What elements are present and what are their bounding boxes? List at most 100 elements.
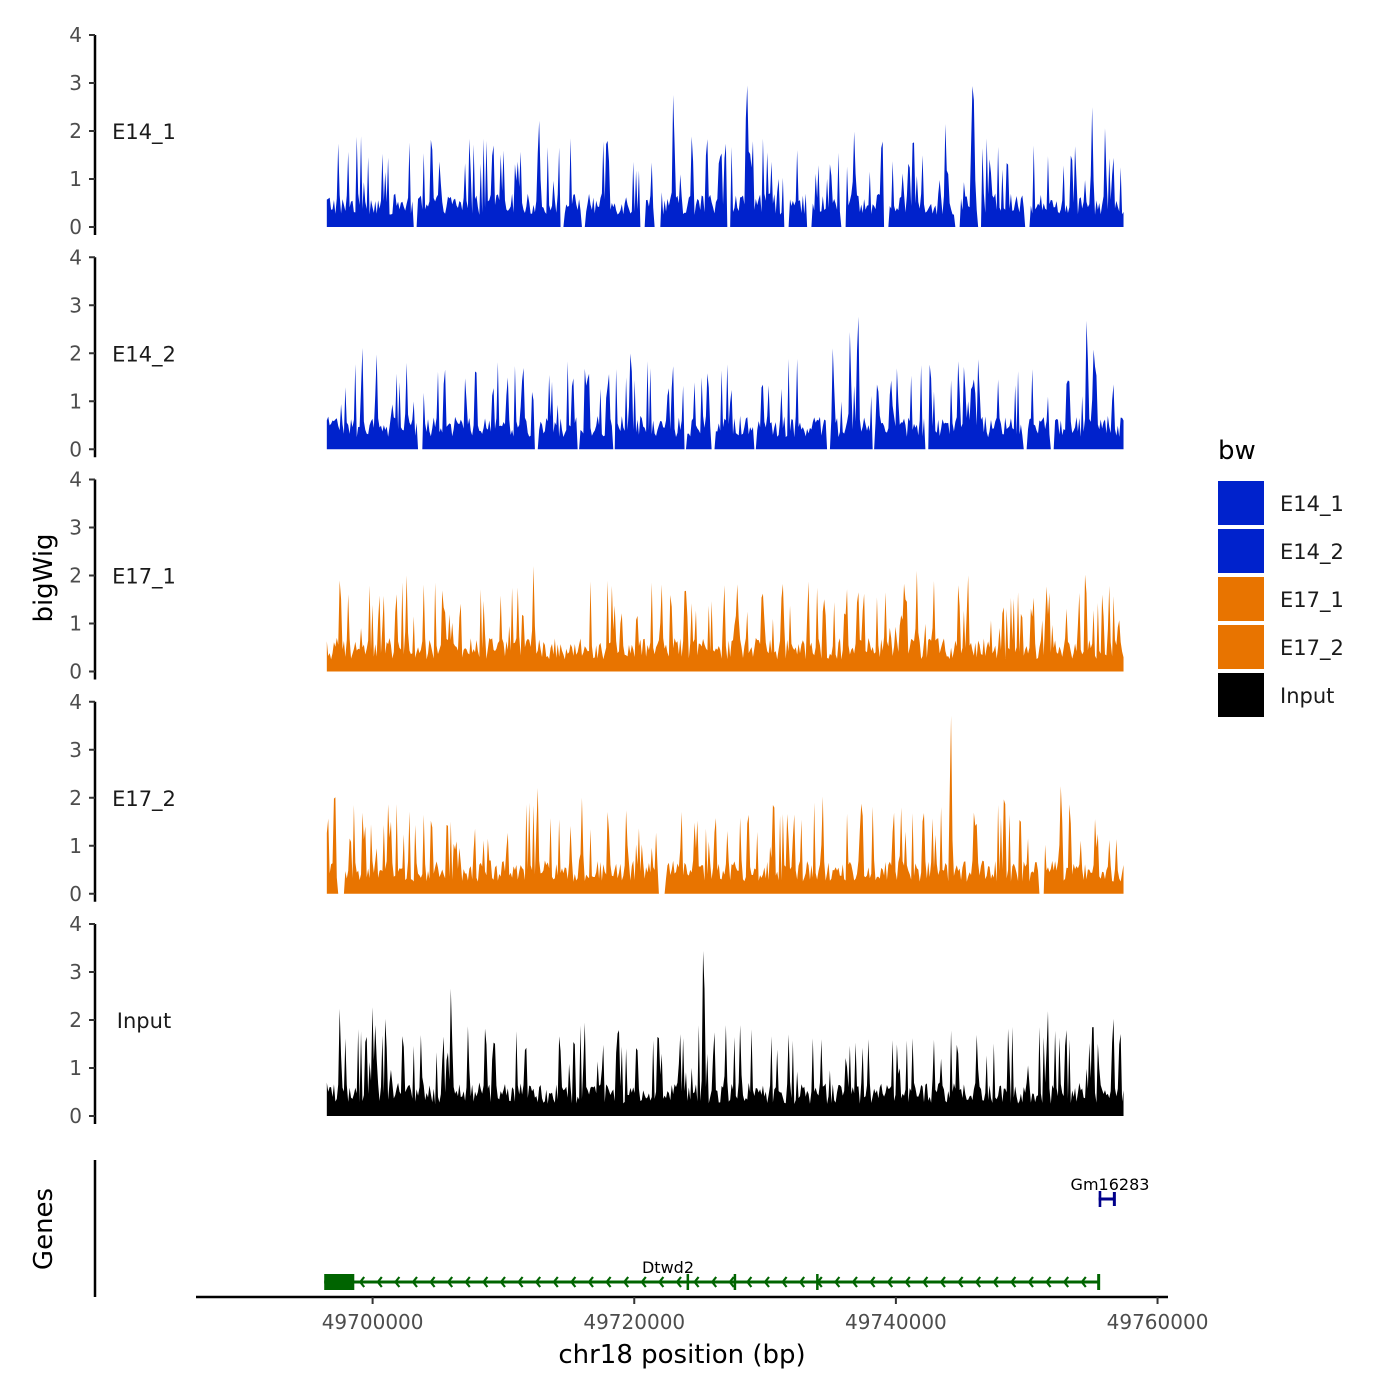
strand-arrow [851,1276,858,1288]
strand-arrow [869,1276,876,1288]
strand-arrow [798,1276,806,1288]
strand-arrow [429,1276,436,1288]
track-label: E14_2 [112,342,176,367]
y-axis-title: bigWig [29,533,59,622]
strand-arrow [499,1276,506,1288]
strand-arrow [833,1276,841,1288]
gene-label: Dtwd2 [642,1258,694,1277]
strand-arrow [657,1276,665,1288]
strand-arrow [939,1276,946,1288]
strand-arrow [921,1276,929,1288]
legend-swatch-e17-1 [1218,577,1264,621]
coverage-area-input [326,950,1124,1116]
y-tick-label: 1 [69,834,82,858]
strand-arrow [904,1276,911,1288]
y-tick-label: 2 [69,119,82,143]
strand-arrow [974,1276,982,1288]
gene-dtwd2: Dtwd2 [324,1258,1101,1290]
gene-exon [324,1274,355,1290]
track-label: Input [117,1009,171,1033]
track-label: E17_2 [112,787,176,812]
legend-label-input: Input [1280,684,1334,708]
strand-arrow [358,1276,366,1288]
x-tick-label: 49720000 [583,1310,685,1334]
strand-arrow [745,1276,753,1288]
legend-label-e14-2: E14_2 [1280,540,1344,565]
strand-arrow [1027,1276,1034,1288]
track-e14-2: 0 1 2 3 4 E14_2 [69,245,1124,461]
y-tick-label: 3 [69,738,82,762]
y-tick-label: 2 [69,1008,82,1032]
legend-swatch-e17-2 [1218,625,1264,669]
track-e14-1: 0 1 2 3 4 E14_1 [69,23,1124,239]
strand-arrow [605,1276,612,1288]
legend-swatch-input [1218,673,1264,717]
strand-arrow [992,1276,999,1288]
axes: 49700000 49720000 49740000 49760000 [93,1160,1209,1334]
gene-exon [733,1274,737,1290]
y-tick-label: 4 [69,245,82,269]
strand-arrow [675,1276,682,1288]
y-tick-label: 1 [69,1056,82,1080]
y-tick-label: 1 [69,389,82,413]
x-axis-title: chr18 position (bp) [558,1340,805,1370]
strand-arrow [816,1276,823,1288]
y-tick-label: 1 [69,612,82,636]
track-input: 0 1 2 3 4 Input [69,912,1124,1128]
strand-arrow [393,1276,401,1288]
strand-arrow [376,1276,383,1288]
track-e17-1: 0 1 2 3 4 E17_1 [69,468,1124,684]
legend-label-e17-1: E17_1 [1280,588,1344,613]
coverage-tracks: 0 1 2 3 4 E14_1 0 1 2 3 4 E14_2 0 1 2 3 4 E17_1 0 1 2 3 4 E17_2… [69,23,1124,1128]
y-tick-label: 2 [69,786,82,810]
genes-axis-title: Genes [29,1188,59,1270]
coverage-area-e17-1 [326,565,1124,672]
track-e17-2: 0 1 2 3 4 E17_2 [69,690,1124,906]
strand-arrow [886,1276,894,1288]
strand-arrow [957,1276,964,1288]
track-label: E14_1 [112,120,176,145]
y-tick-label: 3 [69,71,82,95]
y-tick-label: 0 [69,1104,82,1128]
gene-annotation-track: Dtwd2 Gm16283 [324,1175,1149,1290]
track-label: E17_1 [112,565,176,590]
legend-swatch-e14-1 [1218,481,1264,525]
gene-exon [1098,1191,1102,1207]
coverage-area-e14-1 [326,85,1124,227]
strand-arrow [763,1276,770,1288]
x-tick-label: 49700000 [322,1310,424,1334]
y-tick-label: 2 [69,341,82,365]
y-tick-label: 4 [69,468,82,492]
strand-arrow [569,1276,577,1288]
strand-arrow [781,1276,788,1288]
y-tick-label: 0 [69,215,82,239]
legend: bw E14_1 E14_2 E17_1 E17_2 Input [1218,436,1344,717]
gene-label: Gm16283 [1071,1175,1150,1194]
strand-arrow [640,1276,647,1288]
coverage-area-e14-2 [326,316,1124,450]
strand-arrow [446,1276,454,1288]
strand-arrow [1080,1276,1087,1288]
strand-arrow [1045,1276,1052,1288]
y-tick-label: 0 [69,882,82,906]
coverage-area-e17-2 [326,715,1124,894]
strand-arrow [534,1276,542,1288]
x-tick-label: 49740000 [845,1310,947,1334]
strand-arrow [728,1276,735,1288]
strand-arrow [552,1276,559,1288]
strand-arrow [1009,1276,1017,1288]
y-tick-label: 1 [69,167,82,191]
y-tick-label: 0 [69,437,82,461]
strand-arrow [693,1276,700,1288]
y-tick-label: 4 [69,690,82,714]
strand-arrow [411,1276,418,1288]
strand-arrow [481,1276,489,1288]
gene-gm16283: Gm16283 [1071,1175,1150,1207]
legend-title: bw [1218,436,1256,466]
y-tick-label: 0 [69,660,82,684]
x-tick-label: 49760000 [1107,1310,1209,1334]
legend-swatch-e14-2 [1218,529,1264,573]
strand-arrow [710,1276,718,1288]
strand-arrow [464,1276,471,1288]
